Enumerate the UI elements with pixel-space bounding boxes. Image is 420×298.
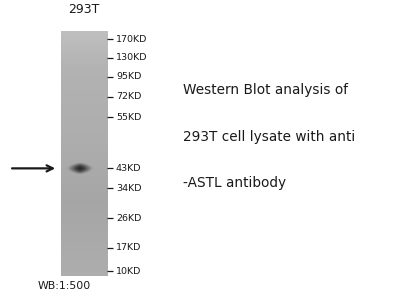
Text: 130KD: 130KD [116,53,147,62]
Text: 26KD: 26KD [116,214,141,223]
Text: 170KD: 170KD [116,35,147,44]
Text: 34KD: 34KD [116,184,142,193]
Text: 95KD: 95KD [116,72,141,81]
Text: 72KD: 72KD [116,92,141,101]
Text: 293T cell lysate with anti: 293T cell lysate with anti [183,130,355,144]
Text: 293T: 293T [68,3,100,16]
Text: 55KD: 55KD [116,113,141,122]
Text: Western Blot analysis of: Western Blot analysis of [183,83,348,97]
Text: WB:1:500: WB:1:500 [38,281,91,291]
Text: 17KD: 17KD [116,243,141,252]
Text: 43KD: 43KD [116,164,142,173]
Text: -ASTL antibody: -ASTL antibody [183,176,286,190]
Text: 10KD: 10KD [116,267,141,276]
